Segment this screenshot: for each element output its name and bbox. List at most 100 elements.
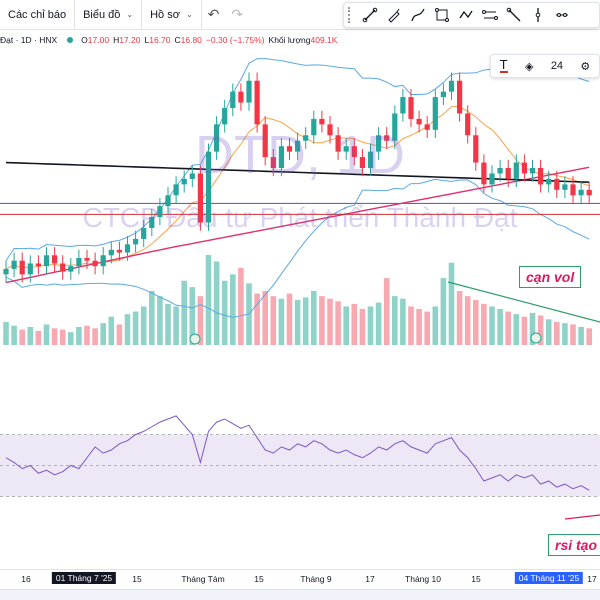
chevron-down-icon: ⌄	[185, 10, 193, 19]
candle-body	[35, 263, 41, 267]
more-tools-icon[interactable]	[550, 3, 574, 27]
candle-body	[100, 255, 106, 267]
undo-icon[interactable]: ↶	[207, 6, 220, 22]
volume-bar	[473, 300, 479, 345]
volume-value: 409.1K	[310, 35, 338, 45]
candle-body	[497, 168, 503, 174]
candle-body	[27, 263, 33, 275]
volume-bar	[537, 315, 544, 345]
volume-bar	[570, 324, 576, 345]
annotation-rsi[interactable]: rsi tạo	[548, 534, 600, 556]
candle-body	[327, 124, 333, 136]
candle-body	[205, 151, 212, 223]
candle-body	[19, 260, 25, 275]
trend-line-icon[interactable]	[358, 3, 382, 27]
indicators-label: Các chỉ báo	[8, 8, 67, 21]
volume-bar	[521, 316, 528, 345]
ray-icon[interactable]	[502, 3, 526, 27]
candle-body	[319, 118, 325, 125]
candle-body	[538, 168, 544, 185]
volume-bar	[173, 306, 179, 345]
volume-bar	[497, 309, 503, 345]
parallel-channel-icon[interactable]	[478, 3, 502, 27]
time-axis-label: 16	[21, 574, 31, 584]
rsi-line	[5, 415, 590, 491]
candle-body	[367, 151, 374, 168]
candle-body	[52, 255, 58, 264]
symbol-legend: Đạt · 1D · HNX O 17.00 H 17.20 L 16.70 C 16.…	[0, 33, 341, 47]
volume-bar	[197, 296, 204, 345]
annotation-volume[interactable]: cạn vol	[519, 266, 582, 288]
candle-body	[416, 118, 422, 125]
volume-bar	[19, 329, 25, 345]
path-icon[interactable]	[406, 3, 430, 27]
close-value: 16.80	[180, 35, 202, 45]
profile-dropdown[interactable]: Hồ sơ ⌄	[142, 0, 202, 30]
high-value: 17.20	[119, 35, 141, 45]
volume-bar	[124, 314, 131, 345]
candle-body	[440, 91, 446, 98]
candle-body	[562, 184, 568, 190]
candle-body	[554, 178, 560, 190]
candle-body	[165, 195, 171, 207]
rectangle-icon[interactable]	[430, 3, 454, 27]
candle-body	[157, 206, 163, 218]
candle-body	[60, 263, 66, 272]
candle-body	[3, 268, 9, 275]
font-size-value[interactable]: 24	[550, 60, 564, 72]
redo-icon[interactable]: ↷	[231, 6, 244, 22]
candle-body	[141, 228, 147, 239]
candle-body	[335, 135, 341, 152]
candle-body	[570, 184, 576, 196]
time-axis-label: 01 Tháng 7 '25	[51, 572, 117, 584]
volume-bar	[416, 309, 422, 345]
volume-bar	[448, 262, 455, 345]
brush-icon[interactable]	[382, 3, 406, 27]
chart-type-dropdown[interactable]: Biểu đồ ⌄	[75, 0, 143, 30]
indicators-button[interactable]: Các chỉ báo	[0, 0, 76, 30]
volume-label: Khối lượng	[268, 35, 311, 45]
text-style-toolbar: T ◈ 24 ⚙	[490, 54, 600, 78]
candle-body	[448, 80, 455, 92]
time-axis[interactable]: 16 01 Tháng 7 '25 15 Tháng Tám 15 Tháng 9 17 Th…	[0, 569, 600, 587]
candle-body	[505, 168, 511, 179]
polyline-icon[interactable]	[454, 3, 478, 27]
candle-body	[270, 157, 276, 168]
fill-color-icon[interactable]: ◈	[524, 60, 534, 73]
candle-body	[278, 146, 284, 168]
volume-bar	[464, 296, 471, 345]
volume-bar	[149, 291, 155, 345]
candle-body	[481, 162, 487, 185]
volume-bar	[367, 306, 374, 345]
candle-body	[529, 168, 536, 174]
candle-body	[84, 258, 90, 261]
chart-type-label: Biểu đồ	[83, 8, 121, 21]
candle-body	[197, 173, 203, 223]
change-value: −0.30 (−1.75%)	[205, 35, 265, 45]
candle-body	[76, 258, 82, 267]
volume-bar	[400, 298, 406, 345]
chevron-down-icon: ⌄	[126, 10, 134, 19]
volume-bar	[76, 327, 82, 345]
symbol-label[interactable]: Đạt · 1D · HNX	[0, 35, 58, 45]
volume-bar	[3, 321, 9, 345]
volume-bar	[205, 255, 212, 345]
vertical-line-icon[interactable]	[526, 3, 550, 27]
volume-bar	[375, 302, 382, 345]
gear-icon[interactable]: ⚙	[580, 60, 591, 73]
volume-bar	[392, 296, 398, 345]
volume-bar	[213, 261, 220, 345]
volume-bar	[221, 280, 228, 345]
chart-canvas[interactable]	[0, 48, 600, 568]
candle-body	[149, 217, 155, 228]
rsi-trend-line	[564, 514, 600, 520]
volume-bar	[181, 280, 187, 345]
candle-body	[11, 260, 17, 269]
drag-handle-icon[interactable]	[348, 7, 358, 23]
candle-body	[457, 80, 463, 114]
volume-bar	[554, 321, 560, 345]
candle-body	[124, 244, 131, 253]
volume-bar	[562, 323, 568, 345]
text-color-icon[interactable]: T	[499, 57, 508, 73]
volume-bar	[132, 311, 139, 345]
